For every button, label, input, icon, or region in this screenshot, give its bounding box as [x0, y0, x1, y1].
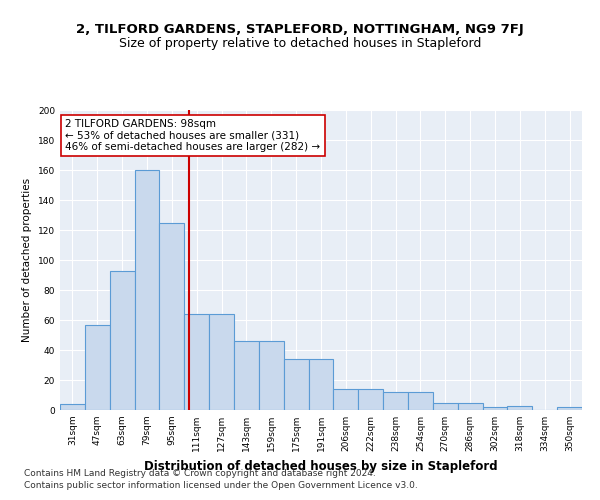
Bar: [482, 407, 508, 410]
Text: Size of property relative to detached houses in Stapleford: Size of property relative to detached ho…: [119, 38, 481, 51]
Bar: [160, 222, 184, 410]
Bar: [358, 389, 383, 410]
Bar: [284, 359, 308, 410]
Text: 2 TILFORD GARDENS: 98sqm
← 53% of detached houses are smaller (331)
46% of semi-: 2 TILFORD GARDENS: 98sqm ← 53% of detach…: [65, 119, 320, 152]
Bar: [60, 404, 85, 410]
Bar: [184, 314, 209, 410]
Bar: [259, 341, 284, 410]
Bar: [209, 314, 234, 410]
Bar: [458, 402, 482, 410]
Bar: [508, 406, 532, 410]
Text: 2, TILFORD GARDENS, STAPLEFORD, NOTTINGHAM, NG9 7FJ: 2, TILFORD GARDENS, STAPLEFORD, NOTTINGH…: [76, 22, 524, 36]
Y-axis label: Number of detached properties: Number of detached properties: [22, 178, 32, 342]
Bar: [308, 359, 334, 410]
Bar: [408, 392, 433, 410]
Bar: [110, 270, 134, 410]
Bar: [557, 407, 582, 410]
X-axis label: Distribution of detached houses by size in Stapleford: Distribution of detached houses by size …: [144, 460, 498, 472]
Bar: [334, 389, 358, 410]
Bar: [85, 324, 110, 410]
Bar: [383, 392, 408, 410]
Text: Contains public sector information licensed under the Open Government Licence v3: Contains public sector information licen…: [24, 481, 418, 490]
Bar: [134, 170, 160, 410]
Text: Contains HM Land Registry data © Crown copyright and database right 2024.: Contains HM Land Registry data © Crown c…: [24, 468, 376, 477]
Bar: [234, 341, 259, 410]
Bar: [433, 402, 458, 410]
